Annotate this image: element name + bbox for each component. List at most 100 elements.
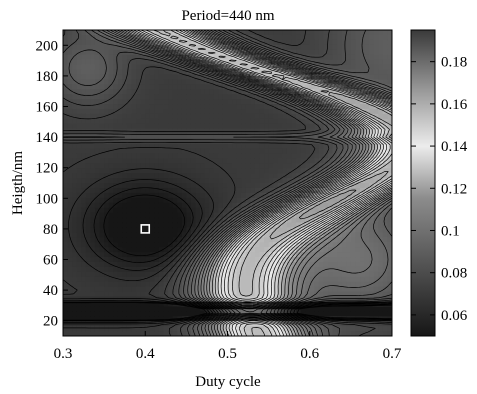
heatmap-cell bbox=[387, 212, 392, 219]
heatmap-cell bbox=[337, 227, 343, 233]
heatmap-cell bbox=[131, 197, 137, 204]
heatmap-cell bbox=[346, 74, 352, 80]
heatmap-cell bbox=[218, 99, 224, 105]
heatmap-cell bbox=[145, 54, 151, 61]
heatmap-cell bbox=[328, 291, 334, 298]
heatmap-cell bbox=[378, 247, 384, 253]
heatmap-cell bbox=[259, 247, 265, 253]
heatmap-cell bbox=[346, 49, 352, 56]
heatmap-cell bbox=[328, 34, 334, 41]
heatmap-cell bbox=[126, 39, 133, 46]
heatmap-cell bbox=[232, 104, 238, 110]
heatmap-cell bbox=[149, 153, 155, 159]
heatmap-cell bbox=[90, 326, 96, 332]
heatmap-cell bbox=[104, 281, 110, 288]
heatmap-cell bbox=[245, 326, 251, 332]
heatmap-cell bbox=[145, 148, 151, 154]
heatmap-cell bbox=[85, 291, 92, 298]
heatmap-cell bbox=[145, 178, 151, 184]
heatmap-cell bbox=[254, 252, 261, 258]
heatmap-cell bbox=[291, 143, 297, 150]
heatmap-cell bbox=[122, 49, 128, 56]
y-tick-label: 20 bbox=[43, 314, 58, 330]
heatmap-cell bbox=[213, 30, 219, 36]
heatmap-cell bbox=[90, 202, 96, 209]
heatmap-cell bbox=[126, 153, 133, 159]
heatmap-cell bbox=[328, 123, 334, 130]
heatmap-cell bbox=[190, 34, 197, 41]
heatmap-cell bbox=[369, 207, 375, 214]
heatmap-cell bbox=[382, 59, 389, 66]
heatmap-cell bbox=[222, 227, 229, 233]
heatmap-cell bbox=[300, 138, 306, 145]
heatmap-cell bbox=[67, 69, 73, 76]
heatmap-cell bbox=[149, 138, 155, 145]
heatmap-cell bbox=[305, 217, 311, 224]
heatmap-cell bbox=[236, 79, 242, 85]
heatmap-cell bbox=[332, 197, 338, 204]
heatmap-cell bbox=[218, 173, 224, 179]
heatmap-cell bbox=[264, 296, 270, 303]
heatmap-cell bbox=[186, 99, 192, 105]
heatmap-cell bbox=[76, 227, 82, 233]
heatmap-cell bbox=[154, 301, 160, 307]
heatmap-cell bbox=[63, 247, 69, 253]
heatmap-cell bbox=[204, 296, 210, 303]
heatmap-cell bbox=[254, 138, 261, 145]
heatmap-cell bbox=[104, 331, 110, 336]
heatmap-cell bbox=[122, 291, 128, 298]
heatmap-cell bbox=[355, 331, 361, 336]
heatmap-cell bbox=[305, 49, 311, 56]
heatmap-cell bbox=[163, 291, 169, 298]
heatmap-cell bbox=[382, 153, 389, 159]
heatmap-cell bbox=[63, 49, 69, 56]
heatmap-cell bbox=[373, 311, 379, 317]
heatmap-cell bbox=[309, 49, 315, 56]
heatmap-cell bbox=[67, 148, 73, 154]
heatmap-cell bbox=[99, 296, 105, 303]
heatmap-cell bbox=[268, 276, 274, 283]
heatmap-cell bbox=[296, 183, 302, 189]
heatmap-cell bbox=[145, 113, 151, 120]
heatmap-cell bbox=[76, 326, 82, 332]
heatmap-cell bbox=[369, 128, 375, 135]
heatmap-cell bbox=[94, 232, 101, 238]
heatmap-cell bbox=[94, 296, 101, 303]
heatmap-cell bbox=[63, 148, 69, 154]
heatmap-cell bbox=[337, 34, 343, 41]
heatmap-cell bbox=[209, 227, 215, 233]
heatmap-cell bbox=[85, 232, 92, 238]
heatmap-cell bbox=[85, 123, 92, 130]
heatmap-cell bbox=[355, 316, 361, 322]
heatmap-cell bbox=[131, 207, 137, 214]
heatmap-cell bbox=[227, 163, 233, 169]
heatmap-cell bbox=[355, 34, 361, 41]
heatmap-cell bbox=[250, 104, 256, 110]
heatmap-cell bbox=[117, 306, 124, 312]
heatmap-cell bbox=[337, 163, 343, 169]
heatmap-cell bbox=[286, 153, 293, 159]
heatmap-cell bbox=[305, 168, 311, 174]
heatmap-cell bbox=[232, 271, 238, 278]
heatmap-cell bbox=[355, 247, 361, 253]
heatmap-cell bbox=[341, 271, 347, 278]
heatmap-cell bbox=[186, 247, 192, 253]
heatmap-cell bbox=[300, 168, 306, 174]
heatmap-cell bbox=[213, 108, 219, 115]
heatmap-cell bbox=[378, 74, 384, 80]
heatmap-cell bbox=[369, 217, 375, 224]
heatmap-cell bbox=[94, 99, 101, 105]
heatmap-cell bbox=[131, 202, 137, 209]
heatmap-cell bbox=[85, 138, 92, 145]
heatmap-cell bbox=[76, 311, 82, 317]
heatmap-cell bbox=[314, 311, 320, 317]
heatmap-cell bbox=[318, 39, 325, 46]
heatmap-cell bbox=[104, 257, 110, 263]
heatmap-cell bbox=[67, 306, 73, 312]
heatmap-cell bbox=[286, 108, 293, 115]
heatmap-cell bbox=[360, 54, 366, 61]
heatmap-cell bbox=[309, 202, 315, 209]
heatmap-cell bbox=[364, 242, 370, 248]
heatmap-cell bbox=[99, 69, 105, 76]
heatmap-cell bbox=[63, 39, 69, 46]
